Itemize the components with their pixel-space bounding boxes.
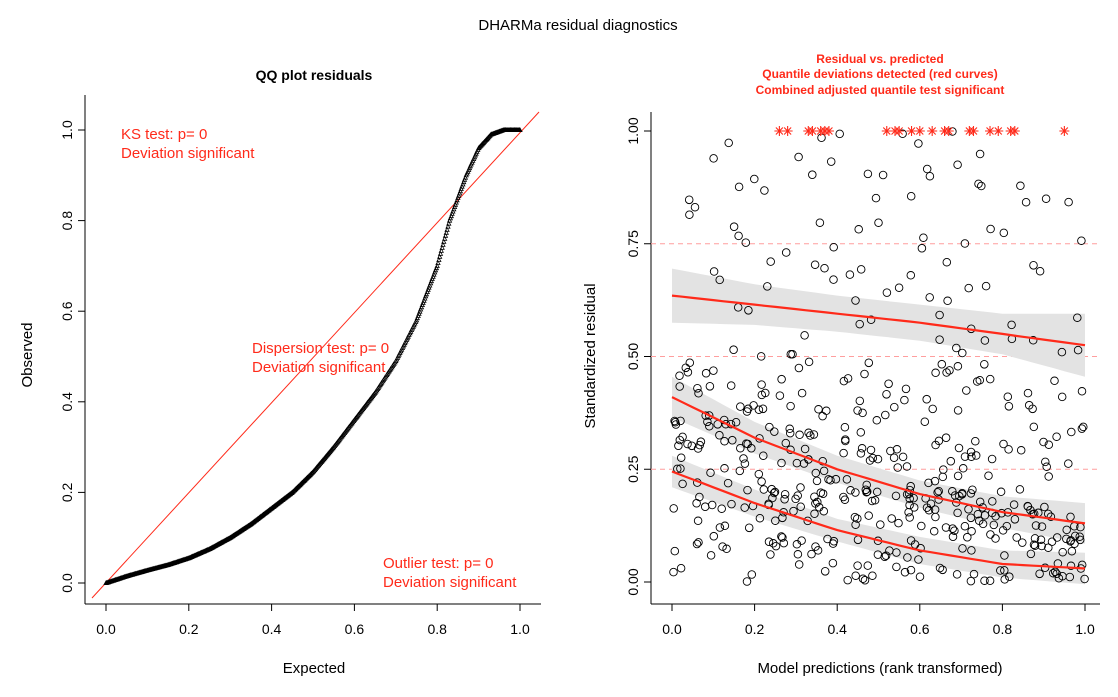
rp-outlier-star: [823, 126, 834, 136]
residual-vs-predicted-panel: Residual vs. predicted Quantile deviatio…: [582, 52, 1100, 677]
rp-quantile-band: [672, 268, 1085, 377]
rp-outlier-star: [914, 126, 925, 136]
rp-outlier-star: [943, 126, 954, 136]
main-title: DHARMa residual diagnostics: [478, 17, 677, 34]
rp-outlier-star: [894, 126, 905, 136]
rp-title-line-1: Residual vs. predicted: [816, 52, 943, 66]
qq-x-tick-labels: 0.0 0.2 0.4 0.6 0.8 1.0: [96, 621, 530, 637]
rp-x-tick-label: 0.6: [910, 621, 930, 637]
qq-test-annotations: KS test: p= 0 Deviation significant Disper…: [121, 126, 517, 591]
qq-y-tick-label: 0.2: [59, 482, 75, 502]
rp-outlier-star: [807, 126, 818, 136]
rp-outlier-star: [1059, 126, 1070, 136]
rp-outlier-star: [906, 126, 917, 136]
rp-outlier-star: [968, 126, 979, 136]
qq-y-label: Observed: [19, 322, 36, 387]
rp-x-tick-label: 1.0: [1075, 621, 1095, 637]
qq-marks: [78, 95, 541, 611]
rp-x-tick-label: 0.0: [662, 621, 682, 637]
rp-quantile-fit-curve: [671, 294, 1086, 347]
qq-x-tick-label: 1.0: [510, 621, 530, 637]
rp-outlier-star: [927, 126, 938, 136]
qq-x-tick-label: 0.8: [427, 621, 447, 637]
qq-annotation-text: KS test: p= 0: [121, 126, 207, 143]
qq-annotation-text: Deviation significant: [121, 145, 255, 162]
qq-y-tick-label: 0.6: [59, 301, 75, 321]
rp-outlier-star: [1009, 126, 1020, 136]
rp-quantile-fit-curve: [671, 396, 1086, 525]
qq-annotation-text: Deviation significant: [252, 359, 386, 376]
rp-y-tick-label: 0.00: [625, 568, 641, 595]
qq-x-tick-label: 0.2: [179, 621, 199, 637]
rp-outlier-star: [993, 126, 1004, 136]
qq-y-tick-label: 0.8: [59, 211, 75, 231]
rp-x-tick-labels: 0.0 0.2 0.4 0.6 0.8 1.0: [662, 621, 1095, 637]
rp-y-label: Standardized residual: [582, 283, 599, 428]
qq-y-tick-label: 0.0: [59, 573, 75, 593]
qq-y-tick-labels: 0.0 0.2 0.4 0.6 0.8 1.0: [59, 120, 75, 593]
rp-x-tick-label: 0.2: [745, 621, 765, 637]
qq-axis-frame: [84, 95, 541, 605]
qq-annotation-text: Outlier test: p= 0: [383, 555, 493, 572]
qq-reference-line: [91, 111, 540, 599]
rp-outlier-star: [881, 126, 892, 136]
rp-x-tick-label: 0.8: [993, 621, 1013, 637]
rp-title-line-2: Quantile deviations detected (red curves…: [762, 67, 997, 81]
qq-plot-panel: QQ plot residuals Expected Observed 0.0 0…: [19, 67, 541, 677]
rp-y-tick-label: 0.50: [625, 343, 641, 370]
rp-x-label: Model predictions (rank transformed): [757, 660, 1002, 677]
rp-quantile-fit-curve: [671, 470, 1086, 570]
qq-x-label: Expected: [283, 660, 346, 677]
qq-x-tick-label: 0.0: [96, 621, 116, 637]
qq-residual-points: [103, 127, 523, 585]
rp-marks: [644, 112, 1100, 611]
rp-quantile-band: [672, 455, 1085, 585]
rp-y-tick-label: 0.75: [625, 230, 641, 257]
rp-y-tick-labels: 0.00 0.25 0.50 0.75 1.00: [625, 117, 641, 595]
rp-quantile-band: [672, 376, 1085, 544]
qq-y-tick-label: 1.0: [59, 120, 75, 140]
rp-title-line-3: Combined adjusted quantile test signific…: [756, 83, 1005, 97]
qq-annotation-text: Dispersion test: p= 0: [252, 340, 389, 357]
qq-annotation-text: Deviation significant: [383, 574, 517, 591]
qq-title: QQ plot residuals: [256, 67, 373, 83]
rp-outlier-star: [985, 126, 996, 136]
qq-x-tick-label: 0.4: [262, 621, 282, 637]
qq-x-tick-label: 0.6: [345, 621, 365, 637]
rp-y-tick-label: 1.00: [625, 117, 641, 144]
qq-y-tick-label: 0.4: [59, 392, 75, 412]
rp-x-tick-label: 0.4: [827, 621, 847, 637]
rp-outlier-star: [774, 126, 785, 136]
rp-outlier-star: [782, 126, 793, 136]
rp-axis-frame: [650, 112, 1100, 605]
rp-residual-points: [669, 127, 1089, 586]
rp-y-tick-label: 0.25: [625, 455, 641, 482]
